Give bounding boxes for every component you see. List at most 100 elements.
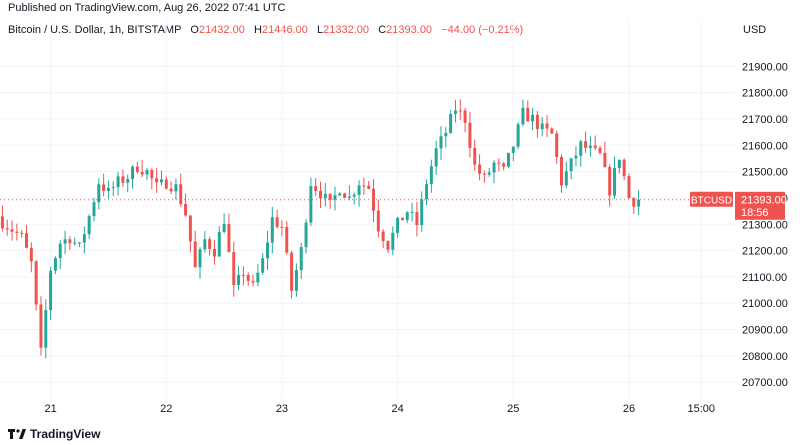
price-axis: 20700.00 20800.00 20900.00 21000.00 21100.00… (742, 61, 788, 389)
candle-down (497, 162, 501, 164)
x-tick-label: 23 (276, 403, 288, 415)
candle-down (314, 186, 318, 191)
candle-up (453, 110, 457, 115)
candle-up (87, 216, 91, 235)
high-label: H (254, 24, 262, 36)
candle-down (555, 133, 559, 157)
candle-up (63, 239, 67, 244)
price-tag-bg (735, 191, 785, 220)
candle-down (545, 123, 549, 129)
close-label: C (378, 24, 387, 36)
candle-down (241, 274, 245, 276)
x-tick-label: 25 (507, 403, 519, 415)
candle-down (473, 147, 477, 165)
candle-down (372, 188, 376, 211)
x-tick-label: 24 (391, 403, 403, 415)
candle-down (121, 176, 125, 183)
candle-up (294, 270, 298, 291)
candle-down (290, 252, 294, 291)
candle-down (622, 159, 626, 177)
candle-down (608, 167, 612, 196)
open-value: 21432.00 (198, 24, 245, 36)
candle-down (29, 247, 33, 262)
y-tick-label: 21300.00 (742, 219, 788, 231)
candle-up (487, 172, 491, 175)
x-tick-label: 26 (623, 403, 635, 415)
candle-down (232, 252, 236, 286)
candle-down (246, 274, 250, 281)
candle-down (526, 107, 530, 122)
low-value: 21332.00 (323, 24, 370, 36)
candle-up (111, 187, 115, 189)
candle-down (193, 241, 197, 268)
candle-down (68, 239, 72, 244)
candle-up (425, 184, 429, 200)
tradingview-logo-icon (8, 429, 26, 439)
candle-down (550, 128, 554, 134)
candle-down (632, 198, 636, 207)
candle-up (237, 274, 241, 286)
candle-up (338, 193, 342, 196)
candle-up (256, 272, 260, 283)
candle-up (78, 242, 82, 244)
candle-up (198, 249, 202, 268)
candle-up (357, 185, 361, 195)
candle-down (468, 122, 472, 148)
candle-down (179, 184, 183, 205)
y-tick-label: 21200.00 (742, 246, 788, 258)
footer-brand[interactable]: TradingView (8, 427, 100, 441)
y-tick-label: 21000.00 (742, 298, 788, 310)
y-tick-label: 20900.00 (742, 325, 788, 337)
candle-up (352, 194, 356, 197)
candle-up (58, 243, 62, 259)
candle-down (478, 164, 482, 174)
candle-down (458, 110, 462, 112)
candle-up (405, 212, 409, 221)
candle-up (420, 199, 424, 226)
candle-up (323, 193, 327, 199)
y-tick-label: 21900.00 (742, 61, 788, 73)
candle-up (521, 107, 525, 125)
candle-down (5, 228, 9, 230)
candle-down (362, 185, 366, 187)
candle-down (164, 179, 168, 189)
candle-up (217, 231, 221, 257)
candle-down (627, 176, 631, 199)
candle-up (564, 171, 568, 186)
high-value: 21446.00 (261, 24, 308, 36)
candle-up (49, 270, 53, 311)
candle-up (449, 114, 453, 133)
candle-up (439, 136, 443, 149)
candle-up (299, 247, 303, 271)
candle-down (367, 185, 371, 189)
y-tick-label: 21700.00 (742, 114, 788, 126)
grid-lines (0, 20, 735, 398)
candle-down (25, 233, 29, 248)
candle-up (574, 155, 578, 159)
candle-up (304, 222, 308, 248)
symbol-name: Bitcoin / U.S. Dollar, 1h, BITSTAMP (8, 24, 182, 36)
candle-down (0, 216, 4, 229)
candle-down (400, 217, 404, 221)
candle-up (116, 176, 120, 188)
candle-down (150, 169, 154, 179)
published-line: Published on TradingView.com, Aug 26, 20… (8, 2, 286, 14)
x-tick-label: 22 (160, 403, 172, 415)
candle-down (188, 215, 192, 242)
candle-down (15, 231, 19, 233)
candle-up (222, 224, 226, 232)
currency-label: USD (743, 24, 767, 36)
candle-down (280, 226, 284, 228)
candle-up (131, 166, 135, 180)
candle-down (285, 226, 289, 253)
candle-down (381, 231, 385, 242)
candle-up (569, 158, 573, 172)
symbol-tag-bg (690, 191, 733, 207)
candle-down (343, 193, 347, 198)
candle-down (415, 212, 419, 226)
candle-up (53, 258, 57, 271)
candle-up (396, 217, 400, 233)
candle-down (328, 193, 332, 200)
